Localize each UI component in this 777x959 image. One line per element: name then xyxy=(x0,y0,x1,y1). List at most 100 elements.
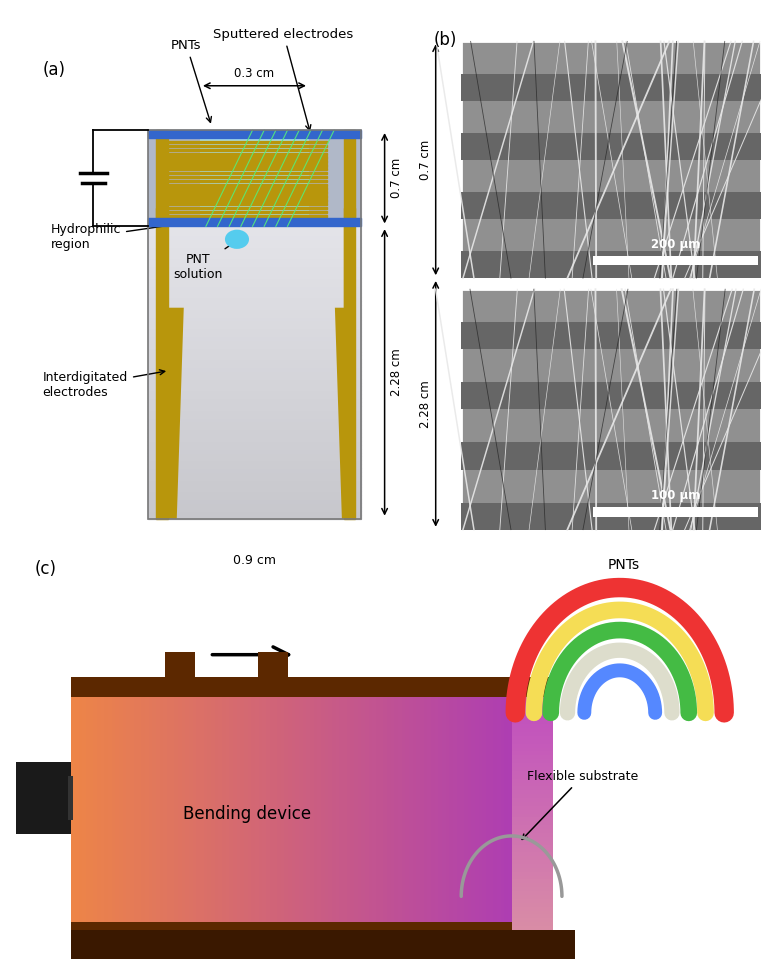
Bar xyxy=(511,713,552,716)
Bar xyxy=(511,677,552,697)
Bar xyxy=(511,841,552,845)
Bar xyxy=(365,697,368,930)
Bar xyxy=(391,697,394,930)
Bar xyxy=(344,130,356,226)
Bar xyxy=(148,421,361,426)
Bar xyxy=(453,697,457,930)
Bar xyxy=(148,212,361,216)
Bar xyxy=(409,697,413,930)
Bar xyxy=(148,483,361,487)
Bar xyxy=(325,697,328,930)
Bar xyxy=(148,697,152,930)
Bar xyxy=(461,133,761,160)
Bar xyxy=(277,697,280,930)
Bar xyxy=(207,697,211,930)
Bar xyxy=(148,290,361,293)
Bar xyxy=(148,220,361,223)
Bar xyxy=(148,130,361,134)
Bar xyxy=(148,430,361,433)
Bar xyxy=(148,339,361,343)
Bar xyxy=(420,697,423,930)
Bar xyxy=(511,887,552,891)
Bar xyxy=(168,188,327,190)
Bar xyxy=(148,445,361,449)
Bar xyxy=(148,297,361,301)
Bar xyxy=(259,697,262,930)
Bar xyxy=(372,697,376,930)
Bar xyxy=(148,219,361,226)
Bar xyxy=(148,216,361,220)
Bar xyxy=(123,697,127,930)
Bar xyxy=(291,697,295,930)
Bar xyxy=(148,169,361,173)
Bar xyxy=(500,697,504,930)
Bar xyxy=(90,697,93,930)
Bar xyxy=(511,914,552,919)
Bar xyxy=(148,487,361,491)
Bar xyxy=(511,830,552,833)
Bar xyxy=(461,41,761,278)
Bar xyxy=(379,697,383,930)
Text: 100 μm: 100 μm xyxy=(651,489,700,503)
Bar xyxy=(357,697,361,930)
Bar xyxy=(148,406,361,409)
Bar xyxy=(148,437,361,441)
Bar xyxy=(148,309,361,313)
Bar xyxy=(284,697,287,930)
Bar xyxy=(266,697,270,930)
Bar xyxy=(148,270,361,274)
Bar xyxy=(511,806,552,809)
Bar xyxy=(511,926,552,930)
Bar xyxy=(148,313,361,316)
Bar xyxy=(148,161,361,165)
Bar xyxy=(148,491,361,495)
Bar xyxy=(148,371,361,375)
Bar xyxy=(593,256,758,266)
Bar xyxy=(511,720,552,724)
Bar xyxy=(486,697,490,930)
Bar xyxy=(168,179,327,182)
Bar xyxy=(225,697,229,930)
Bar xyxy=(119,697,123,930)
Bar xyxy=(168,207,327,209)
Bar xyxy=(511,891,552,895)
Text: 0.7 cm: 0.7 cm xyxy=(420,140,432,180)
Bar xyxy=(504,697,508,930)
Bar xyxy=(148,336,361,339)
Bar xyxy=(442,697,445,930)
Bar xyxy=(511,728,552,732)
Bar xyxy=(511,736,552,739)
Bar xyxy=(148,348,361,352)
Bar xyxy=(310,697,314,930)
Bar xyxy=(332,697,336,930)
Bar xyxy=(148,134,361,138)
Bar xyxy=(317,697,321,930)
Bar xyxy=(262,697,266,930)
Bar xyxy=(182,697,185,930)
Bar xyxy=(148,165,361,169)
Bar xyxy=(167,697,170,930)
Bar xyxy=(511,825,552,830)
Bar xyxy=(148,293,361,297)
Bar xyxy=(148,390,361,394)
Bar xyxy=(468,697,471,930)
Bar xyxy=(361,697,365,930)
Bar xyxy=(148,402,361,406)
Bar xyxy=(148,386,361,390)
Text: 200 μm: 200 μm xyxy=(651,238,700,251)
Bar xyxy=(511,902,552,906)
Bar xyxy=(148,324,361,328)
Bar xyxy=(434,697,438,930)
Bar xyxy=(168,160,327,163)
Bar xyxy=(148,332,361,336)
Bar xyxy=(511,779,552,783)
Bar xyxy=(148,472,361,476)
Bar xyxy=(314,697,317,930)
Bar xyxy=(148,468,361,472)
Bar xyxy=(445,697,449,930)
Bar xyxy=(148,507,361,511)
Bar xyxy=(148,480,361,483)
Bar xyxy=(511,845,552,849)
Bar xyxy=(168,192,327,194)
Bar xyxy=(251,697,255,930)
